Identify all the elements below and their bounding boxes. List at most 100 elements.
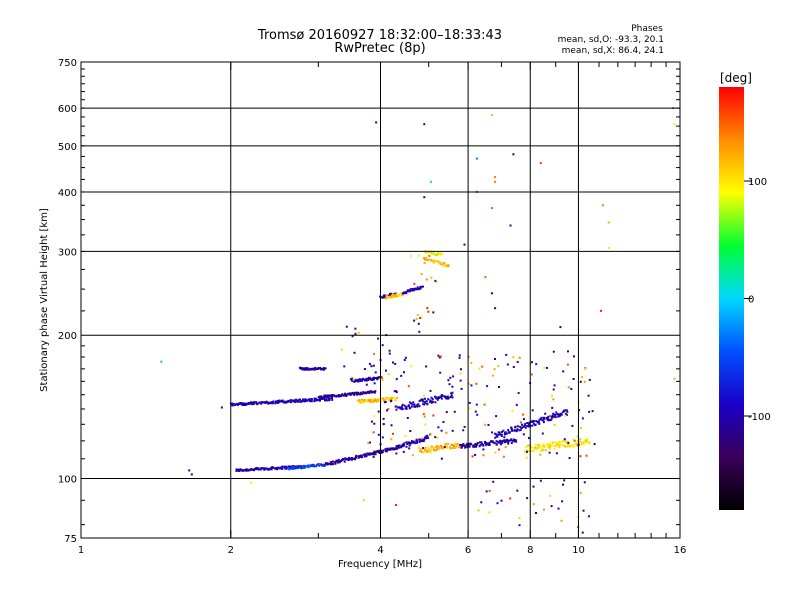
data-point (441, 394, 444, 397)
data-point (552, 415, 555, 418)
data-point (266, 401, 268, 404)
data-point (308, 465, 311, 468)
data-point (423, 403, 426, 406)
data-point (429, 449, 432, 452)
data-point (188, 469, 191, 472)
data-point (373, 450, 376, 453)
data-point (490, 207, 493, 210)
data-point (357, 456, 360, 459)
data-point (313, 465, 316, 468)
data-point (562, 439, 564, 442)
data-point (368, 376, 371, 379)
data-point (530, 373, 533, 376)
data-point (320, 395, 323, 398)
data-point (480, 441, 483, 444)
data-point (391, 447, 394, 450)
data-point (420, 437, 423, 440)
data-point (512, 366, 515, 368)
data-point (411, 289, 414, 292)
data-point (390, 292, 393, 295)
data-point (563, 479, 566, 482)
data-point (559, 413, 562, 416)
data-point (373, 391, 376, 394)
data-point (390, 438, 393, 441)
data-point (420, 273, 423, 276)
data-point (346, 392, 349, 395)
data-point (507, 429, 510, 431)
data-point (311, 368, 314, 371)
data-point (283, 401, 286, 404)
data-point (553, 384, 556, 387)
data-point (237, 403, 240, 406)
data-point (360, 454, 363, 457)
data-point (477, 509, 480, 512)
data-point (386, 398, 389, 401)
data-point (532, 449, 535, 452)
data-point (498, 431, 501, 434)
data-point (558, 442, 561, 445)
data-point (481, 365, 484, 368)
data-point (527, 444, 529, 447)
data-point (352, 380, 355, 383)
data-point (317, 463, 320, 465)
data-point (548, 446, 551, 449)
data-point (542, 443, 545, 446)
data-point (434, 253, 437, 256)
data-point (342, 458, 345, 461)
data-point (401, 407, 404, 410)
data-point (551, 394, 553, 397)
data-point (422, 440, 425, 443)
data-point (361, 456, 364, 459)
data-point (554, 416, 557, 419)
data-point (446, 445, 449, 448)
data-point (406, 417, 409, 419)
data-point (394, 399, 397, 401)
data-point (434, 436, 437, 439)
data-point (418, 438, 421, 441)
data-point (383, 399, 386, 402)
data-point (427, 310, 430, 313)
data-point (323, 396, 326, 399)
data-point (307, 367, 310, 370)
data-point (501, 440, 504, 443)
data-point (353, 391, 356, 394)
data-point (305, 398, 308, 401)
data-point (322, 368, 325, 371)
data-point (470, 384, 473, 387)
data-point (220, 406, 223, 409)
data-point (364, 379, 366, 382)
data-point (312, 464, 315, 466)
data-point (331, 394, 334, 397)
data-point (543, 366, 546, 369)
data-point (381, 344, 384, 347)
data-point (391, 397, 394, 399)
data-point (474, 454, 477, 456)
data-point (351, 335, 354, 338)
data-point (407, 385, 410, 388)
data-point (493, 368, 496, 371)
data-point (436, 447, 439, 450)
data-point (436, 397, 439, 400)
data-point (585, 440, 588, 443)
data-point (591, 410, 594, 413)
data-point (299, 398, 301, 401)
data-point (389, 447, 392, 450)
data-point (583, 380, 586, 383)
data-point (536, 446, 539, 449)
data-point (286, 466, 289, 469)
data-point (425, 365, 428, 368)
data-point (438, 397, 441, 399)
data-point (402, 450, 405, 453)
data-point (483, 403, 486, 406)
data-point (310, 398, 313, 401)
data-point (500, 434, 503, 437)
data-point (340, 459, 343, 461)
data-point (331, 396, 333, 399)
data-point (552, 441, 555, 444)
data-point (399, 407, 402, 410)
data-point (546, 419, 549, 422)
data-point (445, 431, 448, 434)
data-point (431, 446, 434, 448)
data-point (288, 468, 291, 470)
data-point (463, 425, 466, 428)
